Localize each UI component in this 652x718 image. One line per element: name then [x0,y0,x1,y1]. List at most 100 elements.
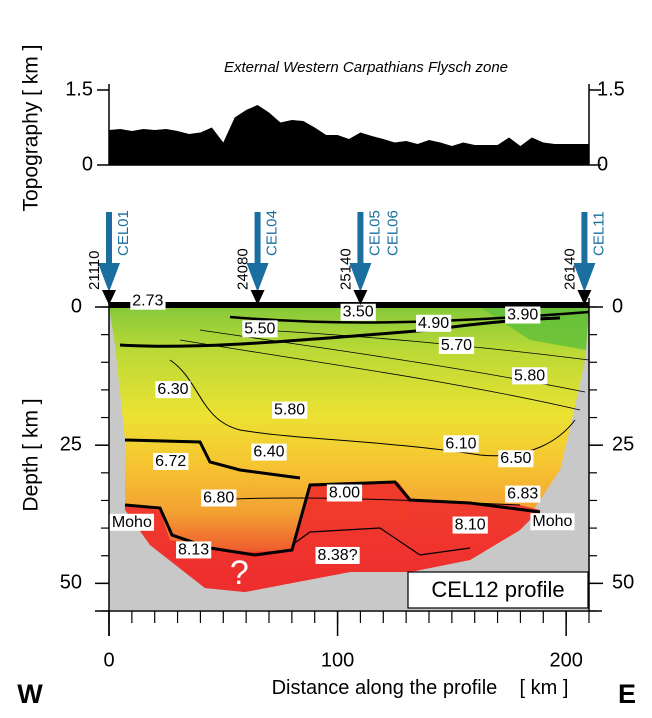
upper-mantle [125,482,540,592]
velocity-label-text: 8.00 [329,484,360,501]
velocity-label: 6.72 [153,452,189,470]
profile-label: CEL12 profile [431,577,564,602]
velocity-label-text: 6.10 [445,435,476,452]
shot-arrow-shaft [254,212,261,264]
shot-arrow-shaft [581,212,588,264]
shot-name: CEL06 [384,210,401,256]
y-tick-label: 25 [60,433,82,455]
shot-marker [250,290,265,305]
label-background [512,367,548,385]
contour [291,527,471,556]
y-tick-label: 0 [82,153,93,175]
velocity-label: 4.90 [416,314,452,332]
y-tick-label: 1.5 [65,78,93,100]
shot-name: CEL04 [264,210,281,256]
y-tick-label: 50 [60,572,82,594]
label-background [272,401,308,419]
y-tick-label: 0 [612,295,623,317]
topography-area [109,105,589,165]
label-background [452,516,488,534]
velocity-label-text: 5.80 [274,402,305,419]
velocity-label: 8.10 [452,516,488,534]
shot-point: 25140 CEL05 CEL06 [337,210,401,305]
shot-number: 24080 [235,248,252,290]
velocity-label-text: Moho [532,513,572,530]
shot-point: 24080 CEL04 [235,210,281,305]
velocity-label-text: Moho [112,514,152,531]
label-background [153,452,189,470]
velocity-label: 6.30 [155,381,191,399]
velocity-label: 3.90 [505,306,541,324]
label-background [251,443,287,461]
contour [169,359,576,457]
velocity-label: 2.73 [130,292,166,310]
velocity-label: Moho [530,513,575,531]
label-background [530,513,575,531]
shot-arrow-shaft [106,212,112,264]
boundaries [109,302,590,557]
velocity-label: 6.10 [443,435,479,453]
label-background [443,435,479,453]
shot-number: 26140 [561,248,578,290]
velocity-label-text: 6.80 [203,489,234,506]
shot-marker [353,290,368,305]
label-background [505,485,541,503]
boundary [124,438,301,480]
y-axis-label: Depth [ km ] [20,398,43,511]
label-background [176,541,212,559]
x-tick-label: 0 [103,649,114,671]
shot-marker [102,290,116,305]
label-background [242,320,278,338]
shot-number: 25140 [337,248,354,290]
velocity-label: 8.13 [176,541,212,559]
velocity-label: 5.80 [272,401,308,419]
shot-arrow-shaft [357,212,364,264]
west-label: W [17,679,43,709]
y-tick-label: 25 [612,433,634,455]
y-tick-label: 50 [612,572,634,594]
velocity-label-text: 8.10 [455,517,486,534]
label-background [326,484,363,502]
contour [179,339,581,411]
shot-point: 21110 CEL01 [86,210,132,305]
y-tick-label: 0 [597,153,608,175]
shot-arrow-head [349,263,372,292]
profile-label-box [407,571,589,609]
velocity-label-text: 6.50 [500,450,531,467]
velocity-label: 5.80 [512,367,548,385]
shot-arrow-head [98,263,120,292]
label-background [498,450,534,468]
velocity-label-text: 6.30 [157,381,188,398]
velocity-label: 8.38? [315,546,360,564]
label-background [340,303,376,321]
shot-point: 26140 CEL11 [561,211,607,305]
shot-name: CEL01 [115,210,132,256]
east-label: E [618,679,636,709]
y-axis-label: Topography [ km ] [20,45,43,212]
x-tick-label: 200 [549,649,582,671]
velocity-label-text: 8.38? [318,547,358,564]
velocity-label-text: 3.50 [343,304,374,321]
velocity-label: Moho [109,513,154,531]
label-background [201,489,237,507]
velocity-label: 5.70 [438,336,475,354]
shot-arrow-head [573,263,596,292]
label-background [416,314,452,332]
velocity-label: 6.80 [201,489,237,507]
label-background [505,306,541,324]
label-background [109,513,154,531]
velocity-label-text: 3.90 [507,307,538,324]
label-background [155,381,191,399]
label-background [130,292,166,310]
chart-title: External Western Carpathians Flysch zone [224,59,508,76]
velocity-label: 6.50 [498,450,534,468]
shot-marker [577,290,592,305]
shot-name: CEL05 [366,210,383,256]
y-tick-label: 1.5 [597,78,625,100]
velocity-label-text: 5.50 [244,320,275,337]
shot-number: 21110 [86,251,103,291]
velocity-label-text: 6.72 [155,453,186,470]
label-background [438,336,475,354]
velocity-label-text: 8.13 [178,541,209,558]
